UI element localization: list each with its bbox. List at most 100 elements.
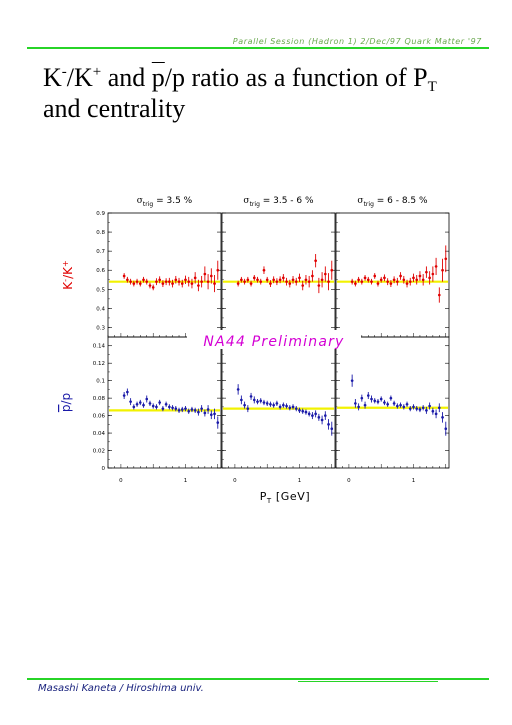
data-point — [428, 404, 431, 408]
data-point — [206, 408, 210, 411]
column-title: σtrig = 3.5 % — [137, 196, 193, 208]
sigma-symbol: σ — [137, 196, 143, 206]
x-axis-label: PT [GeV] — [260, 490, 311, 505]
data-point — [180, 282, 184, 285]
data-point — [441, 268, 444, 272]
sigma-subscript: trig — [250, 201, 260, 208]
data-point — [148, 284, 152, 287]
footer-rule — [27, 678, 489, 680]
data-point — [288, 282, 292, 285]
data-point — [307, 280, 311, 283]
data-point — [155, 405, 158, 409]
data-point — [259, 280, 263, 283]
data-point — [357, 278, 360, 282]
data-point — [421, 278, 425, 282]
xtick-label: 1 — [184, 478, 188, 484]
data-point — [441, 416, 444, 419]
data-point — [311, 414, 314, 417]
data-point — [236, 388, 240, 391]
data-point — [428, 276, 431, 280]
data-point — [307, 412, 311, 416]
data-point — [370, 397, 373, 401]
data-point — [363, 403, 367, 407]
sigma-subscript: trig — [143, 201, 153, 208]
ytick-label: 0.14 — [93, 344, 106, 350]
data-point — [265, 278, 269, 282]
data-point — [210, 274, 213, 278]
data-point — [354, 402, 357, 405]
data-point — [392, 402, 396, 405]
data-point — [164, 280, 168, 283]
data-point — [190, 408, 194, 411]
data-point — [177, 280, 181, 283]
centrality-value: = 6 - 8.5 % — [374, 196, 428, 206]
data-point — [252, 398, 256, 402]
title-slash-k: /K — [66, 63, 93, 92]
data-point — [278, 405, 282, 409]
xtick-label: 1 — [412, 478, 416, 484]
data-point — [383, 276, 386, 280]
data-point — [431, 409, 435, 413]
data-point — [327, 423, 330, 426]
data-point — [324, 414, 327, 417]
ytick-label: 0.02 — [93, 449, 105, 455]
data-point — [396, 280, 399, 283]
data-point — [373, 399, 377, 403]
ylabel-k: K — [61, 281, 75, 290]
data-point — [366, 278, 370, 282]
ytick-label: 0.4 — [96, 306, 105, 312]
data-point — [200, 407, 203, 410]
title-sup-minus: - — [61, 64, 67, 80]
preliminary-label: NA44 Preliminary — [203, 334, 344, 350]
sigma-subscript: trig — [364, 201, 374, 208]
data-point — [399, 403, 402, 407]
data-point — [386, 402, 389, 406]
data-point — [294, 280, 298, 283]
data-point — [203, 272, 207, 276]
ytick-label: 0.6 — [96, 268, 105, 274]
data-point — [278, 278, 282, 282]
data-point — [177, 409, 181, 412]
data-point — [148, 402, 152, 405]
data-point — [206, 280, 210, 283]
data-point — [360, 396, 364, 400]
data-point — [142, 403, 145, 407]
data-point — [256, 400, 259, 403]
data-point — [132, 405, 136, 409]
data-point — [236, 282, 240, 285]
data-point — [320, 418, 324, 422]
panel-frame-r1-c0 — [107, 336, 222, 469]
data-point — [425, 270, 428, 274]
data-point — [197, 284, 200, 287]
data-point — [291, 405, 295, 409]
xlabel-p: P — [260, 490, 267, 503]
data-point — [187, 409, 191, 413]
title-ratio-text: /p ratio as a function of P — [164, 63, 428, 92]
data-point — [389, 396, 393, 400]
data-point — [298, 276, 301, 280]
data-point — [240, 398, 243, 402]
data-point — [434, 265, 438, 268]
data-point — [434, 412, 438, 416]
data-point — [200, 280, 203, 283]
data-point — [259, 399, 263, 403]
data-point — [304, 278, 308, 282]
data-point — [138, 401, 142, 404]
data-point — [265, 402, 269, 405]
data-point — [275, 280, 279, 283]
data-point — [320, 278, 324, 282]
column-title: σtrig = 3.5 - 6 % — [243, 196, 314, 208]
panel-frame-r1-c1 — [221, 336, 336, 469]
data-point — [213, 282, 216, 285]
data-point — [262, 268, 266, 272]
data-point — [135, 402, 139, 406]
slide-title: K-/K+ and p/p ratio as a function of PT a… — [43, 62, 483, 124]
data-point — [272, 278, 275, 282]
data-point — [145, 280, 149, 283]
data-point — [282, 276, 285, 280]
data-point — [249, 395, 253, 398]
data-point — [431, 272, 435, 276]
data-point — [216, 268, 220, 272]
sigma-symbol: σ — [243, 196, 249, 206]
